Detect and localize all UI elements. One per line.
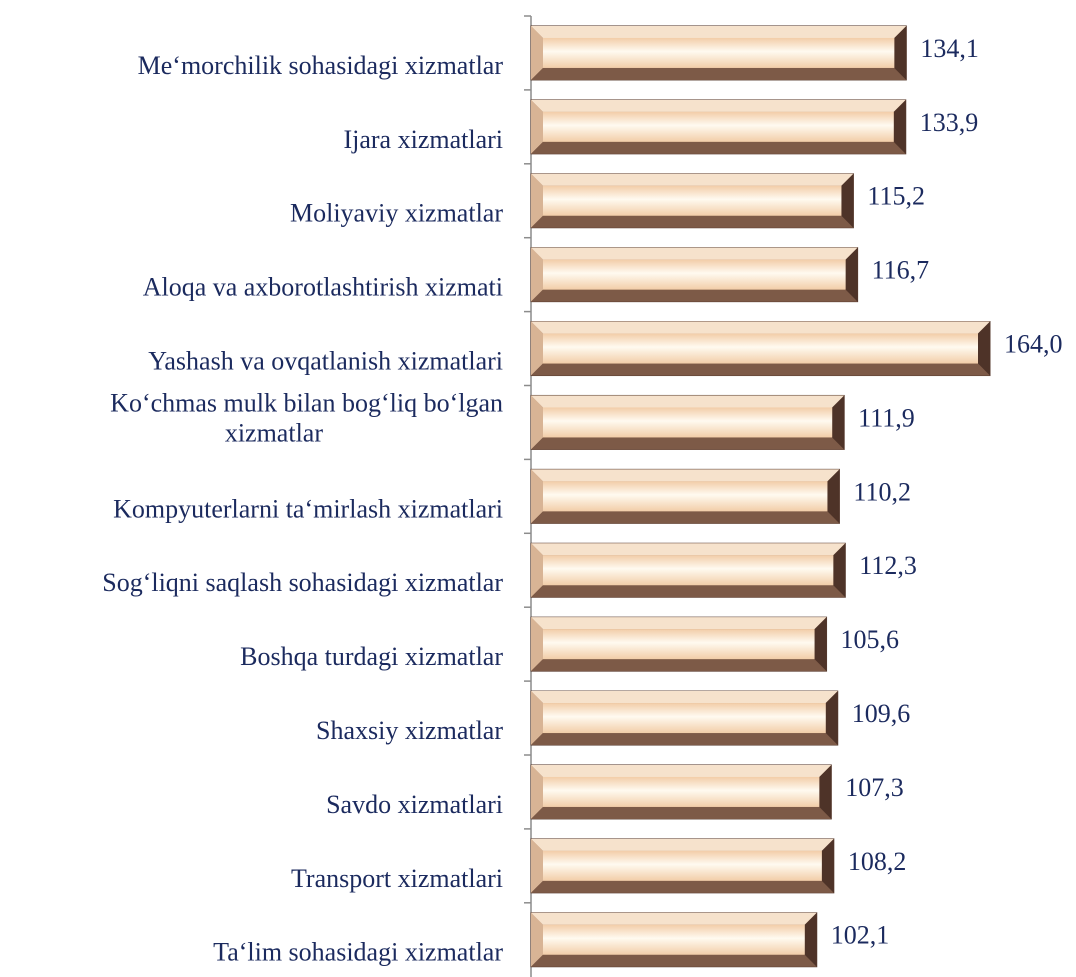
bar: [530, 247, 859, 303]
data-label: 164,0: [1004, 330, 1063, 359]
bar: [530, 468, 840, 524]
data-label: 112,3: [859, 551, 917, 580]
data-label: 108,2: [848, 847, 907, 876]
data-label: 109,6: [852, 699, 911, 728]
data-label: 102,1: [831, 921, 890, 950]
data-label: 134,1: [920, 34, 979, 63]
data-label: 115,2: [867, 182, 925, 211]
bar: [530, 99, 907, 155]
category-label: Transport xizmatlari: [291, 864, 503, 893]
data-label: 133,9: [920, 108, 979, 137]
category-label: Ko‘chmas mulk bilan bog‘liq bo‘lgan xizma…: [110, 389, 503, 448]
bar: [530, 321, 991, 377]
category-label: Yashash va ovqatlanish xizmatlari: [148, 347, 503, 376]
bar: [530, 173, 854, 229]
bar: [530, 542, 846, 598]
data-label: 111,9: [858, 403, 915, 432]
data-label: 110,2: [853, 477, 911, 506]
category-label: Shaxsiy xizmatlar: [316, 716, 503, 745]
data-label: 107,3: [845, 773, 904, 802]
bar: [530, 25, 907, 81]
category-label: Kompyuterlarni ta‘mirlash xizmatlari: [113, 494, 503, 523]
bar: [530, 912, 818, 968]
category-label: Moliyaviy xizmatlar: [290, 199, 503, 228]
data-label: 105,6: [841, 625, 900, 654]
category-label: Ta‘lim sohasidagi xizmatlar: [213, 938, 503, 967]
bar: [530, 690, 839, 746]
category-label: Me‘morchilik sohasidagi xizmatlar: [138, 51, 504, 80]
category-label: Aloqa va axborotlashtirish xizmati: [143, 273, 503, 302]
bar: [530, 616, 828, 672]
bar: [530, 838, 835, 894]
category-label: Savdo xizmatlari: [326, 790, 503, 819]
category-label: Sog‘liqni saqlash sohasidagi xizmatlar: [102, 568, 503, 597]
category-label: Boshqa turdagi xizmatlar: [240, 642, 503, 671]
bar: [530, 394, 845, 450]
category-label: Ijara xizmatlari: [343, 125, 503, 154]
bar: [530, 764, 832, 820]
data-label: 116,7: [872, 256, 930, 285]
